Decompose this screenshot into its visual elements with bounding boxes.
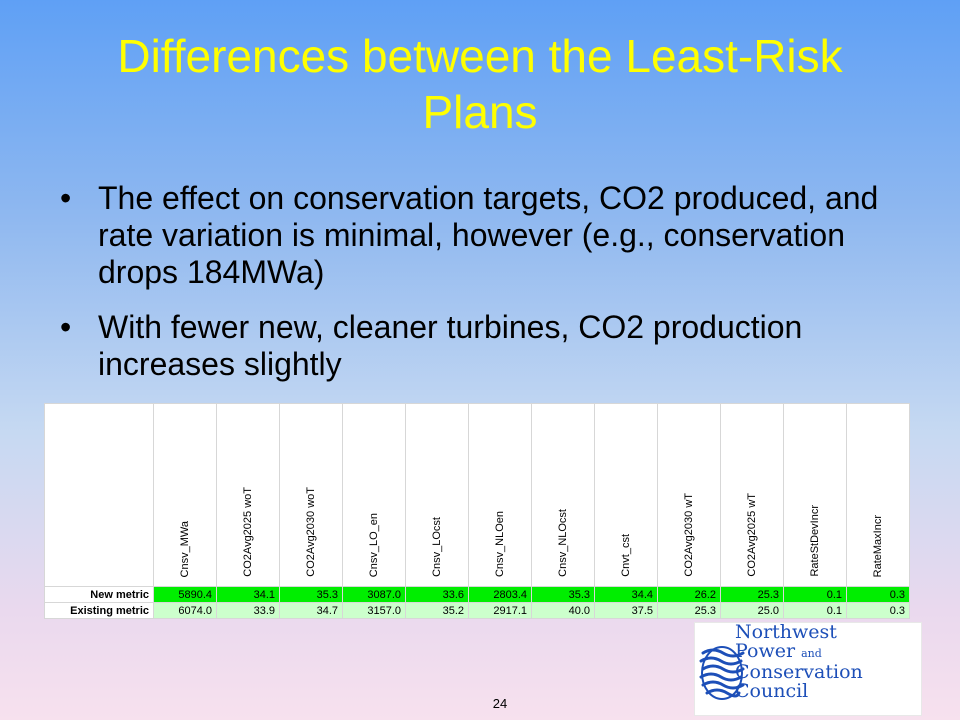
bullet-item: • With fewer new, cleaner turbines, CO2 … [60, 309, 920, 383]
table-cell: 35.3 [531, 586, 595, 603]
table-cell: 25.0 [720, 602, 784, 619]
globe-logo-icon [699, 646, 745, 700]
bullet-dot-icon: • [60, 309, 72, 345]
column-header: CO2Avg2025 wT [720, 403, 784, 587]
table-cell: 33.6 [405, 586, 469, 603]
column-header: Cnsv_LOcst [405, 403, 469, 587]
logo-line-2: Power and [735, 640, 822, 662]
table-cell: 34.1 [216, 586, 280, 603]
column-header: RateMaxIncr [846, 403, 910, 587]
logo-text: Northwest Power and Conservation Council [735, 623, 863, 701]
table-cell: 2803.4 [468, 586, 532, 603]
column-header: CO2Avg2030 woT [279, 403, 343, 587]
column-header: Cnvt_cst [594, 403, 658, 587]
logo-line-3: Conservation [735, 661, 863, 683]
column-header: CO2Avg2025 woT [216, 403, 280, 587]
table-cell: 33.9 [216, 602, 280, 619]
council-logo: Northwest Power and Conservation Council [694, 622, 922, 716]
bullet-list: • The effect on conservation targets, CO… [60, 180, 920, 401]
slide-title: Differences between the Least-Risk Plans [117, 30, 843, 138]
table-cell: 0.3 [846, 586, 910, 603]
table-corner-cell [44, 403, 154, 587]
logo-line-4: Council [735, 680, 809, 702]
table-cell: 3157.0 [342, 602, 406, 619]
column-header: Cnsv_NLOcst [531, 403, 595, 587]
table-row-new-metric: New metric 5890.4 34.1 35.3 3087.0 33.6 … [44, 586, 910, 603]
page-number: 24 [492, 696, 508, 711]
table-cell: 25.3 [720, 586, 784, 603]
table-cell: 5890.4 [153, 586, 217, 603]
column-header: RateStDevIncr [783, 403, 847, 587]
column-header: CO2Avg2030 wT [657, 403, 721, 587]
row-label: Existing metric [44, 602, 154, 619]
table-cell: 34.7 [279, 602, 343, 619]
table-cell: 35.3 [279, 586, 343, 603]
metrics-table: Cnsv_MWa CO2Avg2025 woT CO2Avg2030 woT C… [44, 403, 910, 619]
column-header: Cnsv_NLOen [468, 403, 532, 587]
table-cell: 3087.0 [342, 586, 406, 603]
table-cell: 37.5 [594, 602, 658, 619]
table-cell: 0.3 [846, 602, 910, 619]
table-cell: 35.2 [405, 602, 469, 619]
logo-line-1: Northwest [735, 621, 837, 643]
bullet-item: • The effect on conservation targets, CO… [60, 180, 920, 291]
table-cell: 2917.1 [468, 602, 532, 619]
table-cell: 6074.0 [153, 602, 217, 619]
table-cell: 26.2 [657, 586, 721, 603]
table-cell: 34.4 [594, 586, 658, 603]
table-header-row: Cnsv_MWa CO2Avg2025 woT CO2Avg2030 woT C… [44, 403, 910, 587]
bullet-text: With fewer new, cleaner turbines, CO2 pr… [98, 309, 803, 382]
table-cell: 0.1 [783, 602, 847, 619]
row-label: New metric [44, 586, 154, 603]
table-row-existing-metric: Existing metric 6074.0 33.9 34.7 3157.0 … [44, 602, 910, 619]
bullet-dot-icon: • [60, 180, 72, 216]
table-cell: 40.0 [531, 602, 595, 619]
column-header: Cnsv_MWa [153, 403, 217, 587]
table-cell: 25.3 [657, 602, 721, 619]
table-cell: 0.1 [783, 586, 847, 603]
column-header: Cnsv_LO_en [342, 403, 406, 587]
bullet-text: The effect on conservation targets, CO2 … [98, 180, 879, 290]
